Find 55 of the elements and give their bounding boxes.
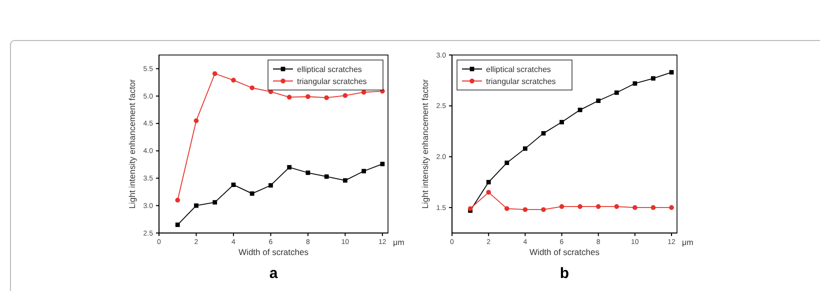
point <box>342 93 348 98</box>
text: b <box>560 265 570 282</box>
point <box>306 94 310 100</box>
point <box>287 165 292 170</box>
point <box>504 206 510 211</box>
point <box>614 90 619 95</box>
point <box>486 180 491 184</box>
legend-label: elliptical scratches <box>486 65 551 74</box>
point <box>560 120 564 124</box>
point <box>486 190 491 195</box>
point <box>541 131 546 136</box>
point <box>578 204 582 209</box>
point <box>522 207 528 212</box>
point <box>380 162 385 166</box>
point <box>578 108 582 112</box>
x-axis-title: Width of scratches <box>530 247 600 257</box>
point <box>651 76 656 81</box>
point <box>362 168 366 174</box>
point <box>614 204 620 209</box>
point <box>596 204 601 209</box>
point <box>504 160 510 166</box>
point <box>212 200 218 205</box>
point <box>231 78 236 83</box>
point <box>669 205 674 210</box>
point <box>306 170 310 175</box>
y-axis-title: Light intensity enhancement factor <box>420 79 430 209</box>
point <box>212 71 218 76</box>
legend-label: triangular scratches <box>297 77 367 86</box>
point <box>231 182 236 188</box>
point <box>324 95 329 100</box>
point <box>268 183 273 188</box>
point <box>632 205 638 210</box>
legend-label: elliptical scratches <box>297 65 362 74</box>
point <box>559 204 564 209</box>
point <box>324 174 329 179</box>
point <box>522 146 528 151</box>
point <box>250 191 254 196</box>
point <box>342 178 348 183</box>
y-axis-title: Light intensity enhancement factor <box>127 79 137 209</box>
point <box>286 94 292 100</box>
point <box>194 203 198 208</box>
text: a <box>269 265 278 282</box>
point <box>632 81 638 86</box>
point <box>650 205 656 210</box>
point <box>541 207 546 212</box>
text: μm <box>682 238 694 247</box>
point <box>250 85 254 90</box>
x-axis-title: Width of scratches <box>238 247 308 257</box>
point <box>669 70 674 74</box>
text: μm <box>393 238 405 247</box>
point <box>194 118 199 124</box>
point <box>175 198 180 203</box>
legend-label: triangular scratches <box>486 77 556 86</box>
point <box>175 222 180 227</box>
point <box>596 98 601 103</box>
